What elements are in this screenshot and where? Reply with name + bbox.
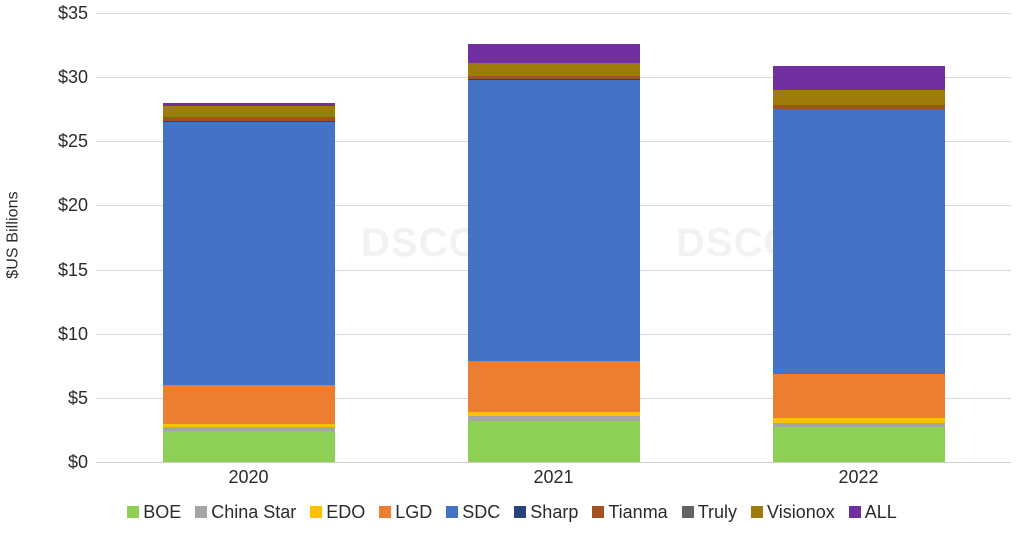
- y-axis-tick-label: $5: [67, 387, 88, 408]
- y-axis-tick-labels: $0 $5 $10 $15 $20 $25 $30 $35: [26, 4, 88, 471]
- legend-label-lgd: LGD: [395, 502, 433, 522]
- bar-segment-visionox[interactable]: [162, 106, 335, 118]
- bar-segment-sdc[interactable]: [772, 109, 945, 374]
- y-axis-tick-label: $35: [57, 3, 88, 23]
- legend-label-china-star: China Star: [211, 502, 297, 522]
- legend-label-boe: BOE: [143, 502, 182, 522]
- legend-label-tianma: Tianma: [608, 502, 668, 522]
- bar-segment-sharp[interactable]: [162, 121, 335, 123]
- stacked-bar[interactable]: [772, 65, 945, 462]
- x-axis-tick-labels: 2020 2021 2022: [96, 467, 1011, 497]
- bar-segment-all[interactable]: [162, 102, 335, 107]
- bar-segment-all[interactable]: [467, 43, 640, 64]
- y-axis-tick-label: $25: [57, 131, 88, 152]
- legend-label-all: ALL: [864, 502, 897, 522]
- gridline: [96, 462, 1011, 463]
- x-axis-tick-label: 2022: [838, 467, 879, 487]
- bar-group-2020[interactable]: [162, 13, 335, 462]
- bar-segment-boe[interactable]: [467, 420, 640, 462]
- legend-swatch-lgd: [379, 506, 392, 518]
- gridline: [96, 13, 1011, 14]
- y-axis-tick-label: $10: [57, 323, 88, 344]
- bar-segment-boe[interactable]: [162, 431, 335, 462]
- bar-segment-sharp[interactable]: [467, 79, 640, 80]
- legend-label-sdc: SDC: [462, 502, 501, 522]
- bar-group-2021[interactable]: [467, 13, 640, 462]
- legend-item-lgd[interactable]: LGD: [379, 503, 432, 521]
- y-axis-tick-label: $20: [57, 195, 88, 216]
- bar-segment-visionox[interactable]: [467, 63, 640, 76]
- legend-label-sharp: Sharp: [530, 502, 579, 522]
- y-axis-title-text: $US Billions: [5, 191, 22, 279]
- bar-segment-tianma[interactable]: [162, 117, 335, 122]
- bar-segment-edo[interactable]: [772, 418, 945, 423]
- stacked-bar[interactable]: [162, 102, 335, 462]
- chart-legend: BOE China Star EDO LGD SDC Sharp Tianma Truly Vi…: [0, 503, 1024, 521]
- bar-segment-sharp[interactable]: [772, 108, 945, 110]
- bar-segment-china-star[interactable]: [772, 422, 945, 428]
- y-axis-tick-label: $30: [57, 67, 88, 88]
- legend-swatch-tianma: [592, 506, 605, 518]
- x-axis-tick-label: 2020: [228, 467, 269, 487]
- bar-segment-lgd[interactable]: [467, 360, 640, 412]
- bar-segment-boe[interactable]: [772, 427, 945, 462]
- legend-swatch-truly: [681, 506, 694, 518]
- legend-item-edo[interactable]: EDO: [310, 503, 365, 521]
- legend-swatch-sdc: [446, 506, 459, 518]
- legend-item-sharp[interactable]: Sharp: [514, 503, 578, 521]
- bar-segment-visionox[interactable]: [772, 90, 945, 106]
- legend-swatch-sharp: [514, 506, 527, 518]
- bar-segment-tianma[interactable]: [467, 75, 640, 80]
- bar-segment-china-star[interactable]: [467, 415, 640, 421]
- bar-segment-sdc[interactable]: [162, 122, 335, 386]
- y-axis-title: $US Billions: [2, 0, 26, 470]
- bar-segment-sdc[interactable]: [467, 79, 640, 361]
- bar-segment-edo[interactable]: [162, 424, 335, 428]
- legend-swatch-china-star: [195, 506, 208, 518]
- legend-label-edo: EDO: [326, 502, 366, 522]
- legend-swatch-visionox: [751, 506, 764, 518]
- bar-group-2022[interactable]: [772, 13, 945, 462]
- bar-segment-edo[interactable]: [467, 411, 640, 416]
- legend-swatch-edo: [310, 506, 323, 518]
- bar-segment-lgd[interactable]: [772, 373, 945, 419]
- legend-item-visionox[interactable]: Visionox: [751, 503, 835, 521]
- y-axis-tick-label: $0: [67, 452, 88, 472]
- legend-item-china-star[interactable]: China Star: [195, 503, 296, 521]
- y-axis-tick-label: $15: [57, 259, 88, 280]
- legend-item-sdc[interactable]: SDC: [446, 503, 500, 521]
- bar-segment-all[interactable]: [772, 65, 945, 91]
- x-axis-tick-label: 2021: [533, 467, 574, 487]
- legend-label-visionox: Visionox: [767, 502, 835, 522]
- legend-label-truly: Truly: [697, 502, 738, 522]
- legend-item-all[interactable]: ALL: [848, 502, 897, 522]
- legend-item-truly[interactable]: Truly: [681, 502, 738, 522]
- bar-segment-china-star[interactable]: [162, 427, 335, 432]
- stacked-bar[interactable]: [467, 43, 640, 462]
- legend-item-tianma[interactable]: Tianma: [592, 502, 668, 522]
- legend-swatch-all: [848, 506, 861, 518]
- bars-layer: [96, 13, 1011, 462]
- plot-area: DSCC DSCC: [96, 13, 1011, 463]
- bar-segment-lgd[interactable]: [162, 385, 335, 425]
- legend-swatch-boe: [127, 506, 140, 518]
- legend-item-boe[interactable]: BOE: [127, 503, 181, 521]
- bar-segment-tianma[interactable]: [772, 105, 945, 109]
